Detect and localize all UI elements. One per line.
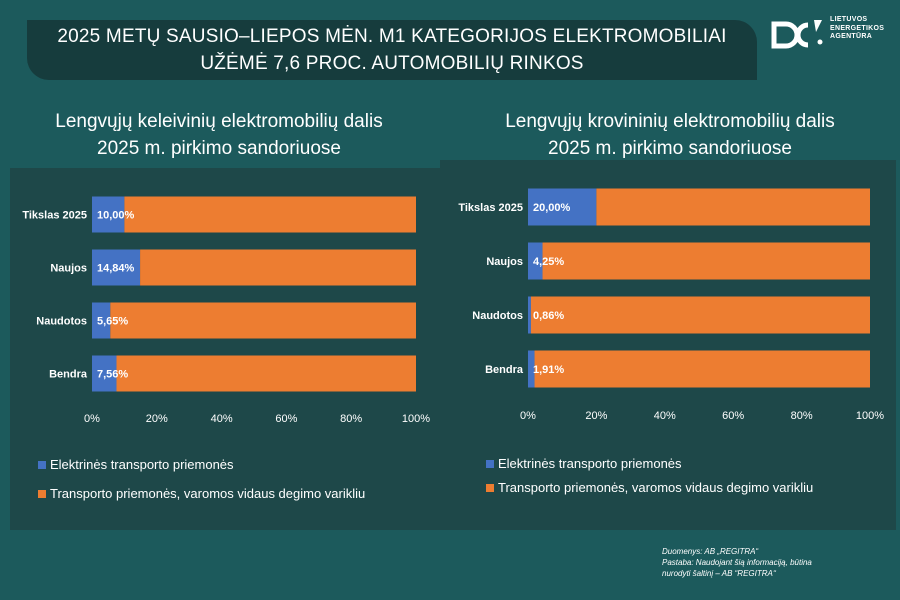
logo-text: LIETUVOS ENERGETIKOS AGENTŪRA [830,16,884,42]
chart1-category-label-1: Naujos [50,263,87,275]
chart2-tick-label-5: 100% [856,410,884,422]
chart2-tick-label-3: 60% [722,410,744,422]
chart1-bar-ice-1 [140,249,416,286]
chart2-bar-ice-0 [596,188,870,226]
page-title-line1: 2025 METŲ SAUSIO–LIEPOS MĖN. M1 KATEGORI… [57,26,727,47]
chart1-bar-ice-3 [116,355,417,392]
chart2-bar-ice-1 [542,242,870,280]
chart1-tick-label-5: 100% [402,413,430,425]
chart1-svg: Tikslas 2025 10,00% Naujos 14,84% Naudotos 5,… [22,196,430,501]
chart1-bar-electric-1 [92,249,141,286]
chart2-category-label-3: Bendra [485,364,524,376]
chart2-bar-ice-2 [530,296,870,334]
chart1-title-line2: 2025 m. pirkimo sandoriuose [97,138,341,159]
chart1-data-label-2: 5,65% [97,316,128,328]
chart1-panel: Tikslas 2025 10,00% Naujos 14,84% Naudotos 5,… [10,168,440,530]
chart2-bar-electric-1 [528,242,543,280]
source-note-line3: nurodyti šaltinį – AB “REGITRA‘‘ [662,569,777,578]
chart1-bar-ice-2 [110,302,416,339]
chart2-legend-swatch-0 [486,460,494,468]
chart2-panel: Tikslas 2025 20,00% Naujos 4,25% Naudotos 0,8… [440,160,896,530]
chart1-category-label-3: Bendra [49,369,88,381]
chart2-legend-label-0: Elektrinės transporto priemonės [498,456,682,471]
chart2-title-line1: Lengvųjų krovininių elektromobilių dalis [505,111,835,132]
chart2-category-label-0: Tikslas 2025 [458,202,523,214]
chart1-title-line1: Lengvųjų keleivinių elektromobilių dalis [55,111,383,132]
chart2-bar-electric-3 [528,350,535,388]
logo-line1: LIETUVOS [830,16,868,23]
chart1-tick-label-0: 0% [84,413,100,425]
source-note: Duomenys: AB „REGITRA“ Pastaba: Naudojan… [662,546,872,579]
chart1-legend-swatch-0 [38,461,46,469]
chart2-category-label-1: Naujos [486,256,523,268]
source-note-line2: Pastaba: Naudojant šią informaciją, būti… [662,558,812,567]
chart2-tick-label-4: 80% [791,410,813,422]
source-note-line1: Duomenys: AB „REGITRA“ [662,547,759,556]
chart2-data-label-0: 20,00% [533,202,571,214]
chart2-data-label-1: 4,25% [533,256,564,268]
page-title-line2: UŽĖMĖ 7,6 PROC. AUTOMOBILIŲ RINKOS [200,53,584,74]
header-banner: 2025 METŲ SAUSIO–LIEPOS MĖN. M1 KATEGORI… [27,20,757,80]
chart1-data-label-3: 7,56% [97,369,128,381]
logo-line3: AGENTŪRA [830,33,873,40]
chart2-bar-ice-3 [534,350,870,388]
chart1-category-label-2: Naudotos [36,316,87,328]
chart1-data-label-1: 14,84% [97,263,135,275]
chart1-category-label-0: Tikslas 2025 [22,210,87,222]
chart1-bar-electric-0 [92,196,125,233]
chart2-legend-swatch-1 [486,484,494,492]
chart1-legend-label-1: Transporto priemonės, varomos vidaus deg… [50,486,365,501]
chart1-tick-label-1: 20% [146,413,168,425]
chart1-tick-label-3: 60% [275,413,297,425]
chart2-data-label-3: 1,91% [533,364,564,376]
chart1-tick-label-2: 40% [211,413,233,425]
chart2-title-line2: 2025 m. pirkimo sandoriuose [548,138,792,159]
chart1-tick-label-4: 80% [340,413,362,425]
chart2-svg: Tikslas 2025 20,00% Naujos 4,25% Naudotos 0,8… [458,188,884,495]
chart2-tick-label-0: 0% [520,410,536,422]
logo-line2: ENERGETIKOS [830,24,885,32]
chart2-bar-electric-0 [528,188,597,226]
chart1-bar-electric-2 [92,302,111,339]
chart2-bar-electric-2 [528,296,531,334]
chart1-legend-swatch-1 [38,490,46,498]
chart2-data-label-2: 0,86% [533,310,564,322]
chart2-legend-label-1: Transporto priemonės, varomos vidaus deg… [498,480,813,495]
chart2-title: Lengvųjų krovininių elektromobilių dalis… [450,108,890,162]
chart2-category-label-2: Naudotos [472,310,523,322]
chart1-bar-electric-3 [92,355,117,392]
chart1-title: Lengvųjų keleivinių elektromobilių dalis… [10,108,428,162]
lea-logo-icon [771,20,823,49]
chart1-legend-label-0: Elektrinės transporto priemonės [50,457,234,472]
chart1-bar-ice-0 [124,196,417,233]
chart1-data-label-0: 10,00% [97,210,135,222]
chart2-tick-label-2: 40% [654,410,676,422]
chart2-tick-label-1: 20% [585,410,607,422]
lea-logo: LIETUVOS ENERGETIKOS AGENTŪRA [770,14,890,54]
